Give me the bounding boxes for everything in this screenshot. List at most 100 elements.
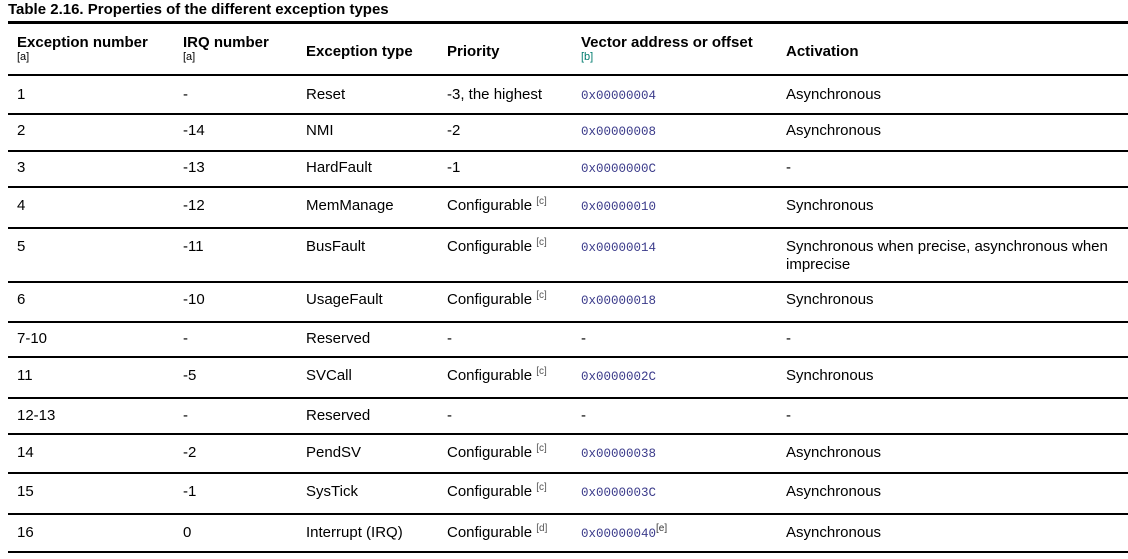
- footnote-ref[interactable]: [d]: [536, 522, 548, 534]
- exception-types-table: Exception number [a] IRQ number [a] Exce…: [8, 21, 1128, 553]
- cell-vector-address-text: 0x00000014: [581, 240, 657, 255]
- cell-vector-address-text: 0x00000008: [581, 124, 657, 139]
- cell-priority: -: [438, 398, 572, 434]
- footnote-ref[interactable]: [c]: [536, 365, 547, 377]
- cell-activation: Asynchronous: [777, 434, 1128, 473]
- cell-activation-text: Asynchronous: [786, 121, 882, 139]
- cell-activation: Asynchronous: [777, 473, 1128, 514]
- footnote-ref[interactable]: [c]: [536, 289, 547, 301]
- cell-exception-number-text: 16: [17, 523, 34, 541]
- footnote-ref[interactable]: [e]: [656, 522, 668, 534]
- table-row: 5 -11 BusFault Configurable [c] 0x00000014 Sy…: [8, 228, 1128, 282]
- cell-exception-type: PendSV: [297, 434, 438, 473]
- cell-priority-text: Configurable: [447, 237, 533, 255]
- header-activation: Activation: [786, 43, 859, 60]
- cell-exception-number: 5: [8, 228, 174, 282]
- cell-activation-text: Asynchronous: [786, 85, 882, 103]
- cell-priority-text: Configurable: [447, 196, 533, 214]
- cell-exception-number-text: 3: [17, 158, 26, 176]
- cell-irq-number-text: -14: [183, 121, 205, 139]
- table-row: 12-13 - Reserved - - -: [8, 398, 1128, 434]
- cell-exception-type: HardFault: [297, 151, 438, 187]
- cell-exception-number: 14: [8, 434, 174, 473]
- footnote-ref[interactable]: [c]: [536, 481, 547, 493]
- cell-exception-type-text: Reset: [306, 85, 346, 103]
- cell-vector-address-text: 0x00000010: [581, 199, 657, 214]
- cell-vector-address: -: [572, 398, 777, 434]
- cell-exception-number: 15: [8, 473, 174, 514]
- cell-activation-text: -: [786, 158, 791, 176]
- cell-activation: Asynchronous: [777, 75, 1128, 114]
- cell-exception-number: 2: [8, 114, 174, 151]
- cell-exception-type: Reserved: [297, 322, 438, 357]
- cell-exception-number: 4: [8, 187, 174, 228]
- cell-exception-number: 6: [8, 282, 174, 322]
- cell-exception-type: NMI: [297, 114, 438, 151]
- footnote-ref[interactable]: [a]: [17, 51, 30, 63]
- cell-exception-type-text: Reserved: [306, 329, 371, 347]
- cell-priority: Configurable [c]: [438, 187, 572, 228]
- cell-vector-address-text: 0x00000018: [581, 293, 657, 308]
- cell-activation: -: [777, 398, 1128, 434]
- cell-vector-address: 0x00000014: [572, 228, 777, 282]
- cell-priority-text: -3, the highest: [447, 85, 543, 103]
- cell-exception-number-text: 2: [17, 121, 26, 139]
- exception-table-container: Exception number [a] IRQ number [a] Exce…: [8, 21, 1128, 553]
- table-row: 4 -12 MemManage Configurable [c] 0x00000010 S…: [8, 187, 1128, 228]
- cell-vector-address: 0x00000040[e]: [572, 514, 777, 552]
- footnote-ref[interactable]: [c]: [536, 195, 547, 207]
- cell-exception-type: Reset: [297, 75, 438, 114]
- cell-vector-address-text: 0x0000002C: [581, 369, 657, 384]
- cell-exception-type-text: PendSV: [306, 443, 362, 461]
- table-row: 14 -2 PendSV Configurable [c] 0x00000038 Asyn…: [8, 434, 1128, 473]
- cell-activation-text: Synchronous: [786, 196, 874, 214]
- cell-irq-number: -: [174, 398, 297, 434]
- footnote-ref[interactable]: [c]: [536, 442, 547, 454]
- cell-vector-address-text: 0x00000040: [581, 526, 657, 541]
- cell-vector-address-text: 0x0000000C: [581, 161, 657, 176]
- cell-activation: Synchronous: [777, 357, 1128, 398]
- footnote-ref[interactable]: [b]: [581, 51, 594, 63]
- cell-vector-address: -: [572, 322, 777, 357]
- cell-exception-number-text: 7-10: [17, 329, 48, 347]
- cell-exception-type-text: NMI: [306, 121, 334, 139]
- cell-activation: Synchronous: [777, 187, 1128, 228]
- cell-exception-type-text: MemManage: [306, 196, 394, 214]
- cell-exception-number: 1: [8, 75, 174, 114]
- cell-priority: Configurable [c]: [438, 473, 572, 514]
- cell-exception-number-text: 4: [17, 196, 26, 214]
- cell-irq-number: -2: [174, 434, 297, 473]
- cell-exception-type-text: Interrupt (IRQ): [306, 523, 403, 541]
- cell-priority-text: -1: [447, 158, 461, 176]
- table-row: 15 -1 SysTick Configurable [c] 0x0000003C Asy…: [8, 473, 1128, 514]
- cell-exception-type: MemManage: [297, 187, 438, 228]
- cell-irq-number-text: -: [183, 406, 188, 424]
- header-exception-number: Exception number [a]: [8, 23, 174, 75]
- footnote-ref[interactable]: [c]: [536, 236, 547, 248]
- table-row: 11 -5 SVCall Configurable [c] 0x0000002C Sync…: [8, 357, 1128, 398]
- table-row: 2 -14 NMI -2 0x00000008 Asynchronous: [8, 114, 1128, 151]
- cell-vector-address-text: 0x00000038: [581, 446, 657, 461]
- cell-vector-address: 0x00000018: [572, 282, 777, 322]
- cell-exception-type-text: SVCall: [306, 366, 352, 384]
- cell-exception-number-text: 6: [17, 290, 26, 308]
- cell-activation-text: Asynchronous: [786, 443, 882, 461]
- cell-exception-type-text: SysTick: [306, 482, 358, 500]
- cell-activation: Asynchronous: [777, 114, 1128, 151]
- footnote-ref[interactable]: [a]: [183, 51, 196, 63]
- cell-priority-text: Configurable: [447, 290, 533, 308]
- cell-irq-number: -13: [174, 151, 297, 187]
- cell-exception-number: 16: [8, 514, 174, 552]
- cell-activation-text: Synchronous when precise, asynchronous w…: [786, 237, 1108, 273]
- cell-irq-number: -10: [174, 282, 297, 322]
- cell-exception-number-text: 11: [17, 366, 33, 384]
- cell-activation-text: -: [786, 406, 791, 424]
- cell-vector-address: 0x0000002C: [572, 357, 777, 398]
- cell-irq-number: -14: [174, 114, 297, 151]
- cell-priority: -: [438, 322, 572, 357]
- cell-priority: Configurable [c]: [438, 434, 572, 473]
- cell-activation-text: Asynchronous: [786, 482, 882, 500]
- cell-activation: -: [777, 322, 1128, 357]
- cell-activation: -: [777, 151, 1128, 187]
- cell-priority-text: -: [447, 329, 452, 347]
